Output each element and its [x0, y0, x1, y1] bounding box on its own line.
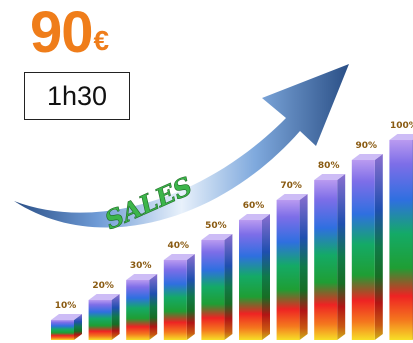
bar-front	[126, 280, 150, 340]
duration-box: 1h30	[24, 72, 130, 120]
bar-side	[111, 294, 120, 340]
bar-value-label: 10%	[55, 301, 77, 311]
bar-top	[88, 294, 120, 300]
bar-front	[88, 300, 112, 340]
arrow-shape	[14, 64, 349, 228]
bar-front	[314, 180, 338, 340]
bar-10: 100%	[389, 121, 413, 340]
bar-side	[299, 194, 308, 340]
arrow-sales-label: SALES	[101, 171, 197, 235]
bar-front	[276, 200, 300, 340]
bar-value-label: 40%	[168, 241, 190, 251]
bar-front	[163, 260, 187, 340]
bar-2: 20%	[88, 281, 120, 340]
bar-8: 80%	[314, 161, 346, 340]
price-amount: 90	[30, 0, 94, 65]
bar-value-label: 30%	[130, 261, 152, 271]
bar-side	[337, 174, 346, 340]
bar-top	[239, 214, 270, 220]
bar-4: 40%	[163, 241, 195, 340]
bar-top	[51, 314, 82, 320]
bar-value-label: 80%	[318, 161, 340, 171]
bar-side	[262, 214, 270, 340]
bar-value-label: 70%	[280, 181, 302, 191]
bars-layer: 10% 20% 30% 40% 50% 60% 70% 80% 90% 100%	[51, 121, 413, 340]
bar-front	[201, 240, 225, 340]
bar-6: 60%	[239, 201, 270, 340]
bar-value-label: 90%	[356, 141, 378, 151]
bar-top	[201, 234, 233, 240]
bar-top	[351, 154, 383, 160]
bar-9: 90%	[351, 141, 383, 340]
bar-value-label: 20%	[92, 281, 114, 291]
bar-value-label: 100%	[390, 121, 413, 131]
bar-top	[163, 254, 195, 260]
bar-top	[276, 194, 308, 200]
bar-3: 30%	[126, 261, 158, 340]
bar-top	[314, 174, 346, 180]
bar-7: 70%	[276, 181, 308, 340]
bar-front	[51, 320, 74, 340]
bar-value-label: 60%	[243, 201, 265, 211]
bar-front	[389, 140, 413, 340]
bar-top	[126, 274, 158, 280]
price: 90€	[30, 2, 109, 64]
bar-side	[74, 314, 82, 340]
bar-value-label: 50%	[205, 221, 227, 231]
bar-side	[374, 154, 383, 340]
currency-symbol: €	[93, 25, 110, 56]
bar-top	[389, 134, 413, 140]
bar-side	[149, 274, 158, 340]
bar-front	[239, 220, 262, 340]
bar-side	[186, 254, 195, 340]
bar-front	[351, 160, 375, 340]
bar-side	[224, 234, 233, 340]
bar-1: 10%	[51, 301, 82, 340]
bar-5: 50%	[201, 221, 233, 340]
duration-label: 1h30	[46, 80, 108, 111]
